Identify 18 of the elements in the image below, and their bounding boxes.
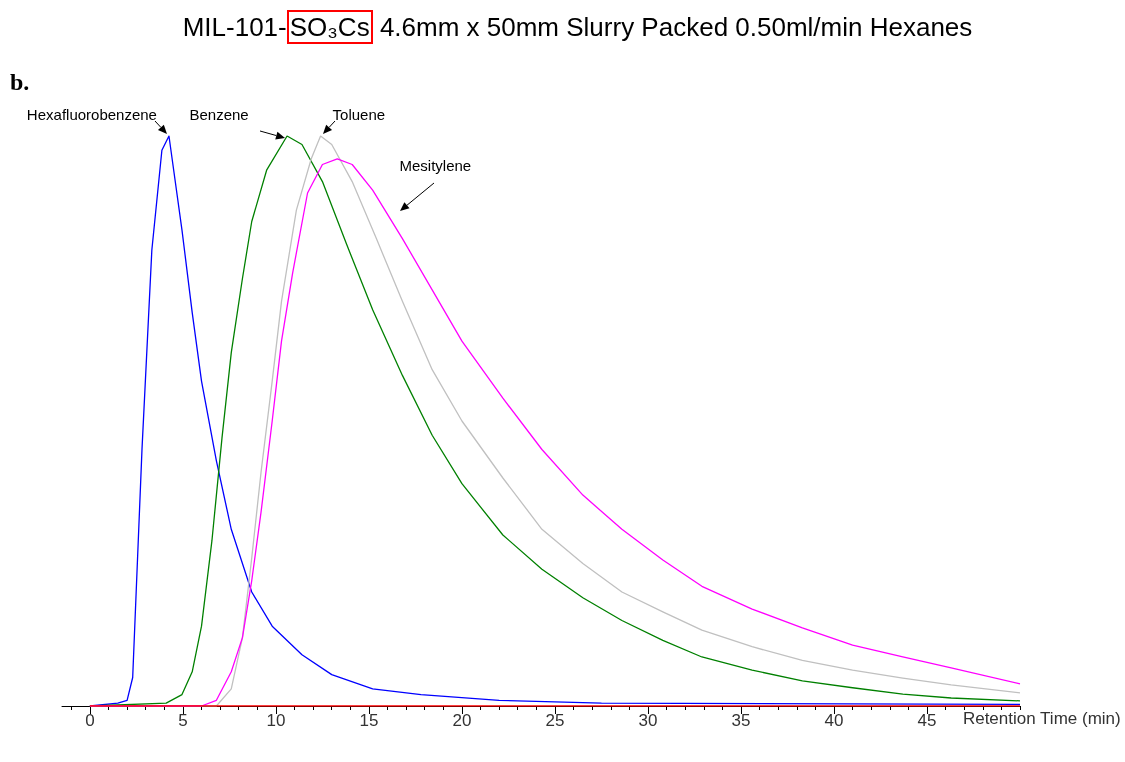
text: b.	[10, 69, 30, 95]
x-tick-label: 40	[824, 711, 844, 730]
x-tick-label: 45	[917, 711, 937, 730]
x-tick-label: 20	[452, 711, 472, 730]
series-label: Hexafluorobenzene	[26, 105, 157, 123]
chart-title: MIL-101-SO₃Cs 4.6mm x 50mm Slurry Packed 0.50ml/min Hexanes	[181, 11, 974, 44]
x-tick-label: 25	[545, 711, 565, 730]
x-tick-label: 10	[266, 711, 286, 730]
x-tick-label: 15	[359, 711, 379, 730]
highlight-box: SO₃Cs	[286, 10, 373, 44]
text: Mesitylene	[399, 157, 472, 175]
series-label: Toluene	[332, 105, 386, 123]
x-tick-label: 5	[178, 711, 188, 730]
x-axis-title: Retention Time (min)	[962, 709, 1121, 728]
text: Benzene	[189, 105, 249, 123]
x-tick-label: 35	[731, 711, 751, 730]
x-tick-label: 0	[85, 711, 95, 730]
x-tick-label: 30	[638, 711, 658, 730]
